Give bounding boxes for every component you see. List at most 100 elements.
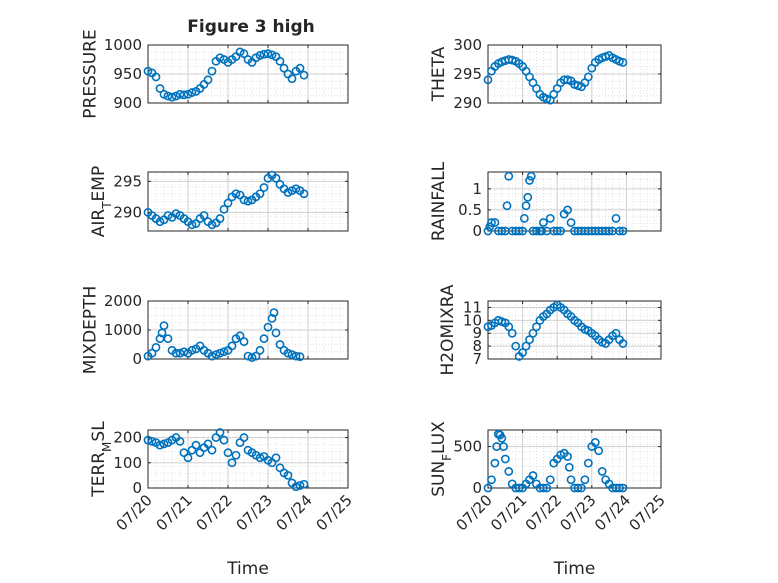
data-point [532, 322, 541, 332]
data-point [255, 51, 265, 60]
y-axis-label-8: SUNFLUX [429, 421, 454, 497]
y-tick-label: 1000 [104, 36, 142, 54]
data-point [577, 483, 586, 493]
x-tick-label: 07/24 [591, 491, 634, 534]
y-tick-label: 0 [472, 479, 482, 497]
data-point [223, 198, 233, 208]
data-point [259, 183, 269, 192]
data-point [525, 176, 534, 185]
subplot-4: 0 0.5 1 RAINFALL [429, 161, 662, 241]
y-axis-label-1: PRESSURE [81, 29, 101, 118]
data-point [207, 351, 217, 361]
data-point [259, 334, 269, 344]
data-point [235, 47, 245, 57]
data-point [167, 92, 177, 102]
data-point [485, 222, 495, 232]
x-tick-label: 07/22 [522, 491, 565, 534]
y-tick-label: 1 [472, 180, 482, 198]
data-point [219, 435, 229, 445]
data-point [580, 475, 590, 485]
data-point [504, 467, 514, 476]
data-point [611, 328, 621, 338]
data-point [552, 226, 562, 236]
data-point [231, 189, 241, 199]
data-point [604, 226, 614, 236]
data-point [525, 335, 534, 345]
x-tick-label: 07/25 [626, 491, 669, 534]
data-point [171, 91, 181, 101]
x-tick-label: 07/21 [153, 491, 196, 534]
data-point [295, 352, 305, 362]
y-tick-label: 200 [113, 429, 142, 447]
data-point [521, 201, 531, 211]
data-point [483, 483, 493, 493]
data-point [615, 483, 624, 493]
data-point [203, 75, 213, 85]
data-point [514, 226, 524, 236]
data-point [594, 446, 604, 456]
data-point [283, 348, 293, 358]
data-point [538, 218, 548, 227]
y-tick-label: 950 [113, 65, 142, 83]
data-point [287, 350, 297, 360]
data-point [615, 226, 624, 236]
data-point [263, 322, 273, 332]
data-point [239, 433, 249, 442]
y-tick-label: 290 [453, 94, 482, 112]
data-point [545, 475, 555, 485]
x-axis-label: Time [553, 559, 596, 579]
data-point [191, 440, 201, 450]
data-point [207, 66, 217, 76]
data-point [255, 345, 265, 355]
figure-title: Figure 3 high [187, 17, 315, 37]
data-point [519, 213, 529, 223]
x-tick-label: 07/20 [113, 491, 156, 534]
data-point [483, 75, 493, 85]
data-point [299, 70, 309, 80]
y-tick-label: 0.5 [458, 201, 482, 219]
data-point [147, 436, 157, 446]
y-tick-label: 500 [453, 438, 482, 456]
data-point [518, 348, 527, 357]
y-axis-label-4: RAINFALL [429, 161, 449, 241]
data-point [537, 226, 547, 236]
y-tick-label: 1000 [104, 321, 142, 339]
x-axis-label: Time [226, 559, 269, 579]
data-point [227, 341, 237, 351]
data-point [490, 458, 500, 468]
data-point [564, 462, 574, 472]
y-tick-label: 300 [453, 36, 482, 54]
data-point [490, 218, 500, 227]
y-axis-label-2: THETA [429, 46, 449, 102]
data-point [566, 218, 576, 227]
data-point [215, 214, 225, 223]
y-tick-label: 0 [132, 350, 142, 368]
data-point [271, 453, 281, 463]
data-point [556, 226, 566, 236]
data-point [163, 334, 173, 344]
data-point [528, 328, 538, 338]
data-point [143, 66, 153, 76]
data-point [183, 453, 193, 463]
data-point [497, 433, 507, 443]
data-point [275, 56, 285, 66]
data-point [239, 195, 249, 205]
data-point [215, 428, 225, 437]
data-point [207, 445, 217, 455]
data-point [259, 49, 269, 59]
data-point [187, 220, 197, 230]
x-tick-label: 07/20 [453, 491, 496, 534]
data-point [542, 483, 552, 493]
y-tick-label: 290 [113, 203, 142, 221]
data-point [618, 226, 628, 236]
data-point [175, 436, 185, 446]
data-point [566, 475, 576, 485]
data-point [147, 348, 157, 358]
data-point [518, 226, 527, 236]
x-tick-label: 07/21 [487, 491, 530, 534]
data-point [269, 308, 279, 317]
